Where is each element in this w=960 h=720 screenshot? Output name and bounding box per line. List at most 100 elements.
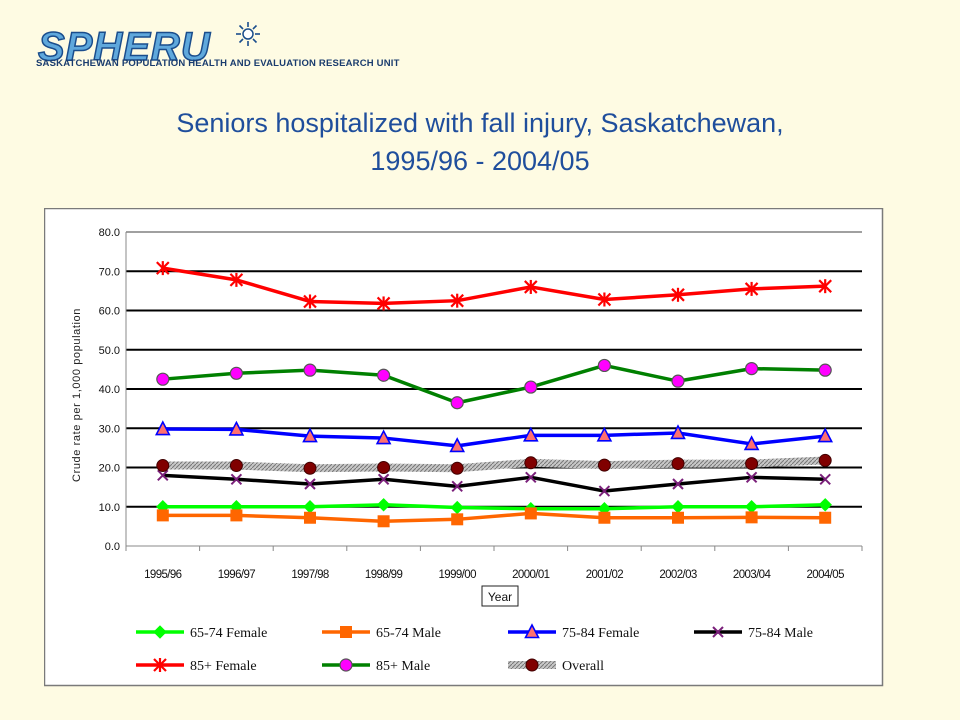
legend-marker	[712, 626, 724, 638]
spheru-logo: SPHERU	[37, 22, 260, 70]
data-point	[377, 473, 390, 485]
data-point	[156, 261, 170, 276]
data-point	[524, 456, 538, 470]
data-point	[672, 478, 684, 490]
data-point	[229, 272, 244, 287]
y-tick-label: 80.0	[99, 227, 120, 239]
data-point	[818, 498, 832, 512]
legend-marker	[153, 658, 167, 672]
data-point	[156, 372, 170, 386]
y-tick-label: 0.0	[105, 541, 120, 553]
sun-icon	[236, 22, 260, 46]
data-point	[450, 396, 464, 410]
legend-label: Overall	[562, 659, 604, 674]
data-point	[524, 507, 537, 520]
x-tick-label: 1997/98	[291, 569, 329, 581]
legend-label: 85+ Male	[376, 659, 430, 674]
slide-title: Seniors hospitalized with fall injury, S…	[80, 104, 880, 180]
logo-wordmark: SPHERU	[38, 25, 211, 69]
legend-label: 75-84 Male	[748, 626, 813, 641]
x-axis-label: Year	[488, 590, 512, 604]
data-point	[451, 480, 463, 493]
data-point	[376, 296, 391, 311]
series-line	[162, 473, 826, 493]
data-point	[672, 511, 684, 524]
data-point	[375, 429, 392, 445]
data-point	[377, 368, 391, 382]
y-tick-label: 20.0	[99, 463, 120, 475]
x-tick-label: 1996/97	[218, 569, 256, 581]
data-point	[745, 457, 759, 471]
data-point	[671, 374, 685, 388]
series-line	[162, 427, 826, 448]
data-point	[376, 498, 391, 512]
legend-marker	[153, 625, 167, 639]
data-point	[671, 457, 685, 471]
data-point	[156, 459, 170, 473]
x-tick-label: 2000/01	[512, 569, 550, 581]
data-point	[743, 435, 760, 451]
data-point	[597, 358, 612, 373]
legend-label: 75-84 Female	[562, 626, 639, 641]
y-axis-label: Crude rate per 1,000 population	[71, 308, 83, 482]
x-tick-label: 1998/99	[365, 569, 403, 581]
data-point	[304, 478, 316, 490]
data-point	[745, 511, 758, 524]
series-line	[162, 266, 826, 306]
data-point	[670, 424, 686, 440]
data-point	[818, 363, 832, 377]
data-point	[744, 361, 759, 376]
data-point	[450, 293, 464, 308]
data-point	[303, 294, 317, 309]
line-chart: 0.0 10.0 20.0 30.0 40.0 50.0 60.0 70.0 80.0 1995/…	[44, 208, 884, 687]
x-tick-label: 1999/00	[439, 569, 477, 581]
data-point	[818, 453, 832, 467]
data-point	[817, 427, 834, 443]
data-point	[525, 471, 537, 484]
data-point	[450, 461, 464, 475]
legend-item: 75-84 Female	[508, 623, 639, 641]
data-point	[304, 511, 316, 524]
legend-item: 85+ Male	[322, 658, 430, 674]
data-point	[303, 461, 317, 475]
y-tick-label: 40.0	[99, 384, 120, 396]
legend-label: 85+ Female	[190, 659, 257, 674]
legend-item: 65-74 Female	[136, 625, 267, 641]
legend-item: 85+ Female	[136, 658, 257, 674]
logo-tagline: SASKATCHEWAN POPULATION HEALTH AND EVALU…	[36, 58, 400, 69]
legend-marker	[339, 658, 353, 672]
x-tick-label: 2002/03	[659, 569, 697, 581]
data-point	[596, 426, 613, 442]
data-point	[451, 513, 464, 526]
data-point	[524, 380, 538, 394]
data-point	[522, 426, 539, 442]
legend-marker	[340, 626, 352, 638]
x-axis-label-box	[481, 585, 519, 607]
data-point	[745, 471, 758, 484]
data-point	[597, 458, 611, 472]
y-tick-label: 60.0	[99, 306, 120, 318]
data-point	[598, 485, 611, 497]
data-point	[156, 509, 169, 522]
x-tick-label: 2003/04	[733, 569, 772, 581]
data-point	[229, 459, 243, 473]
slide-title-line2: 1995/96 - 2004/05	[370, 146, 590, 176]
slide-title-line1: Seniors hospitalized with fall injury, S…	[176, 108, 784, 138]
y-tick-label: 10.0	[99, 502, 120, 514]
data-point	[744, 281, 759, 296]
series-line-overall	[162, 456, 826, 473]
data-point	[819, 473, 831, 485]
data-point	[377, 515, 390, 528]
legend-item: 75-84 Male	[694, 626, 813, 641]
y-tick-label: 30.0	[99, 423, 120, 435]
x-tick-label: 1995/96	[144, 569, 182, 581]
data-point	[449, 437, 466, 453]
data-point	[229, 366, 243, 380]
legend-label: 65-74 Male	[376, 626, 441, 641]
series-line	[162, 363, 826, 405]
data-point	[377, 461, 391, 474]
legend-label: 65-74 Female	[190, 626, 267, 641]
data-point	[230, 473, 243, 485]
legend-item: 65-74 Male	[322, 626, 441, 641]
data-point	[598, 511, 611, 524]
